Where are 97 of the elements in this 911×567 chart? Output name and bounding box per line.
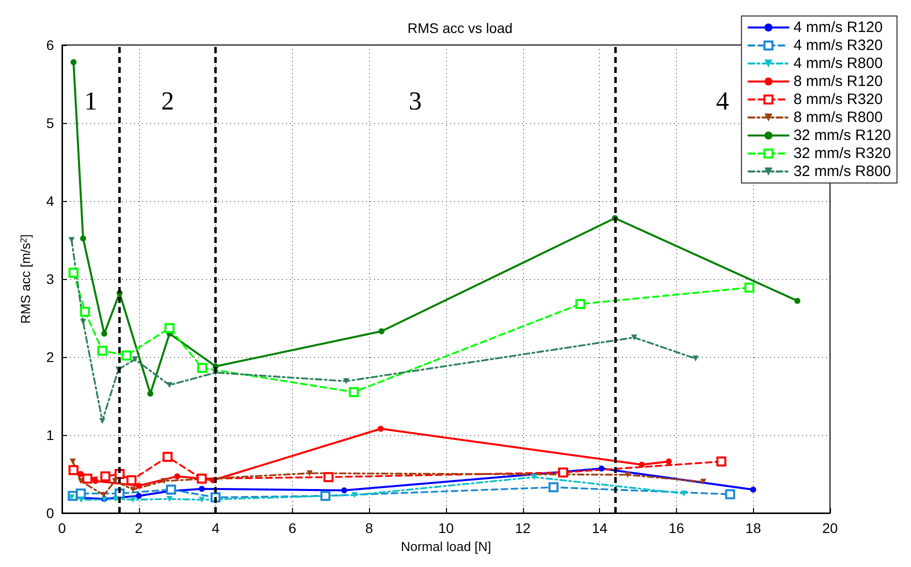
legend-label: 8 mm/s R320 (793, 91, 883, 108)
point (750, 486, 756, 493)
point (136, 482, 142, 489)
x-tick-label: 6 (288, 520, 296, 536)
point (80, 318, 86, 325)
point (348, 387, 359, 398)
annotation: 3 (408, 86, 422, 116)
point (80, 306, 90, 317)
x-tick-label: 8 (365, 520, 374, 536)
y-tick-label: 4 (46, 193, 54, 209)
point (122, 350, 132, 360)
legend-label: 32 mm/s R800 (793, 163, 892, 180)
point (82, 474, 92, 484)
point (323, 472, 334, 482)
point (341, 487, 348, 494)
x-tick-label: 10 (438, 520, 454, 536)
point (80, 235, 86, 242)
point (744, 282, 754, 293)
x-axis-title: Normal load [N] (400, 538, 492, 554)
point (531, 474, 538, 480)
point (378, 426, 384, 432)
point (136, 492, 142, 499)
chart-title: RMS acc vs load (407, 20, 513, 36)
y-tick-label: 0 (46, 505, 54, 521)
legend-label: 32 mm/s R120 (793, 127, 892, 144)
point (624, 472, 631, 478)
legend-label: 32 mm/s R320 (793, 145, 892, 162)
point (598, 466, 605, 472)
y-tick-label: 1 (46, 427, 54, 443)
legend-label: 8 mm/s R800 (793, 109, 883, 126)
point (132, 356, 138, 362)
legend-label: 4 mm/s R320 (793, 37, 883, 54)
y-axis-title: RMS acc [m/s2] (18, 234, 33, 324)
point (130, 496, 136, 503)
point (92, 478, 98, 484)
point (76, 488, 86, 498)
point (78, 496, 84, 503)
point (352, 492, 358, 498)
y-tick-label: 6 (46, 37, 54, 53)
annotation: 2 (161, 86, 174, 116)
point (198, 496, 205, 503)
y-tick-label: 2 (46, 349, 54, 365)
x-tick-label: 4 (212, 520, 220, 536)
point (70, 458, 76, 465)
legend-label: 4 mm/s R120 (793, 19, 883, 36)
point (68, 268, 79, 278)
point (68, 465, 79, 476)
point (70, 59, 77, 66)
point (681, 490, 688, 496)
y-tick-label: 5 (46, 115, 54, 131)
point (575, 298, 586, 309)
point (343, 378, 350, 384)
x-tick-label: 14 (592, 520, 608, 536)
legend-label: 8 mm/s R120 (793, 73, 883, 90)
point (162, 452, 173, 462)
point (126, 475, 137, 486)
point (631, 334, 638, 340)
point (306, 470, 313, 476)
point (166, 382, 173, 388)
point (112, 496, 119, 502)
annotation: 1 (84, 86, 98, 116)
x-tick-label: 20 (822, 520, 838, 536)
x-tick-label: 18 (745, 520, 762, 536)
point (378, 328, 384, 334)
point (794, 298, 800, 304)
point (700, 478, 706, 485)
y-tick-label: 3 (46, 271, 54, 287)
x-tick-label: 12 (515, 520, 531, 536)
point (147, 390, 154, 397)
point (166, 496, 173, 502)
point (100, 471, 110, 482)
point (164, 323, 175, 334)
point (197, 362, 208, 373)
point (198, 486, 205, 492)
point (725, 489, 736, 500)
point (320, 490, 330, 501)
point (174, 473, 180, 480)
point (666, 458, 672, 465)
x-tick-label: 0 (58, 520, 66, 536)
point (692, 356, 699, 362)
x-tick-label: 2 (134, 520, 143, 536)
point (548, 482, 559, 492)
point (112, 478, 118, 484)
x-tick-label: 16 (668, 520, 684, 536)
point (101, 330, 108, 337)
annotation: 4 (716, 86, 729, 116)
point (99, 418, 106, 424)
point (558, 467, 568, 478)
point (716, 456, 726, 467)
point (161, 478, 168, 484)
point (100, 492, 107, 498)
point (97, 346, 108, 356)
point (638, 462, 645, 468)
legend-label: 4 mm/s R800 (793, 55, 883, 72)
point (78, 478, 84, 484)
point (130, 486, 136, 493)
point (166, 484, 176, 495)
